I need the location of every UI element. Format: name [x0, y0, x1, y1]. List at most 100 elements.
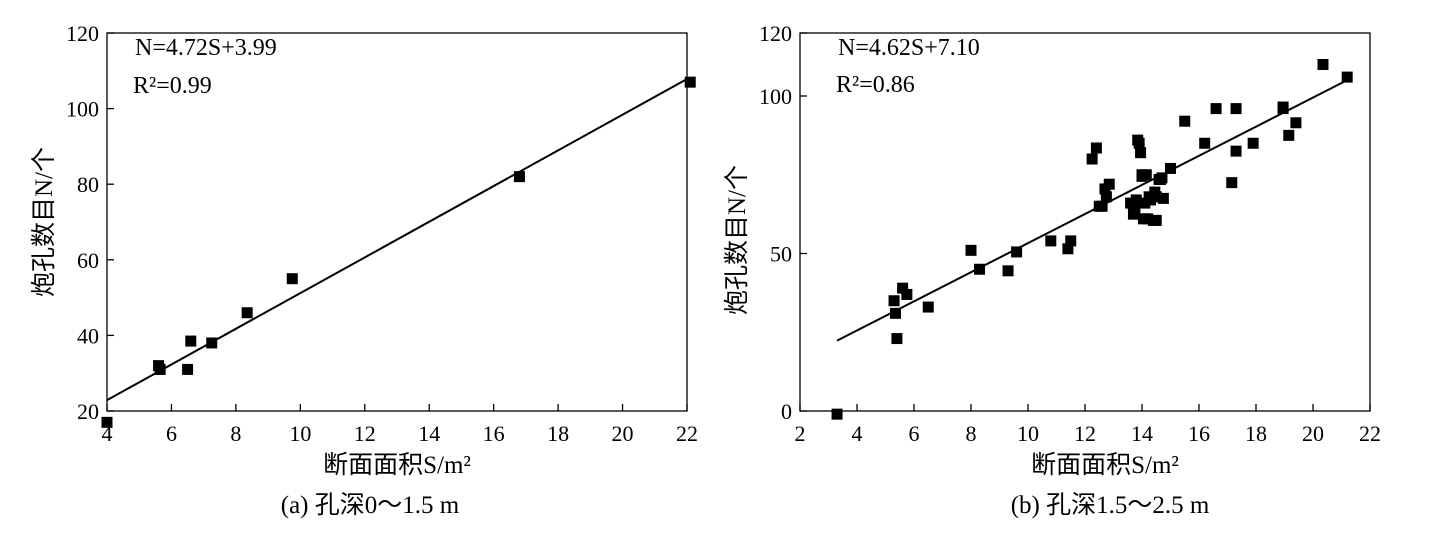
data-point	[1103, 178, 1115, 190]
plot-frame-a	[106, 32, 688, 412]
data-point	[1062, 243, 1074, 255]
data-point	[1065, 235, 1077, 247]
data-point	[897, 282, 909, 294]
x-tick-label: 4	[852, 421, 863, 446]
data-point	[1133, 137, 1145, 149]
data-point	[1011, 246, 1023, 258]
caption-b: (b) 孔深1.5～2.5 m	[1011, 491, 1210, 519]
points-b	[831, 59, 1353, 420]
data-point	[1129, 203, 1141, 215]
caption-a: (a) 孔深0～1.5 m	[281, 491, 460, 519]
x-tick-label: 8	[966, 421, 977, 446]
y-tick-label: 100	[759, 84, 792, 109]
data-point	[154, 363, 166, 375]
data-point	[974, 263, 986, 275]
data-point	[1165, 162, 1176, 174]
x-tick-label: 2	[795, 421, 806, 446]
data-point	[1140, 169, 1152, 181]
x-tick-label: 6	[166, 421, 177, 446]
x-tick-label: 12	[1074, 421, 1096, 446]
data-point	[1135, 147, 1147, 159]
data-point	[965, 244, 977, 256]
data-point	[1142, 213, 1154, 225]
y-tick-label: 100	[66, 97, 99, 122]
data-point	[891, 333, 903, 345]
data-point	[1157, 192, 1169, 204]
y-tick-label: 40	[77, 323, 99, 348]
fit-line-a	[106, 78, 688, 402]
y-ticks-a: 20 40 60 80 100 120	[66, 21, 114, 424]
equation-b: N=4.62S+7.10	[838, 35, 980, 61]
x-tick-label: 10	[289, 421, 311, 446]
data-point	[1283, 129, 1295, 141]
data-point	[1125, 197, 1137, 209]
data-point	[1230, 103, 1242, 115]
data-point	[1045, 235, 1057, 247]
data-point	[901, 288, 913, 300]
data-point	[1210, 103, 1222, 115]
x-tick-label: 18	[1245, 421, 1267, 446]
y-tick-label: 20	[77, 399, 99, 424]
data-point	[1150, 191, 1162, 203]
data-point	[206, 337, 218, 349]
panel-a: 4 6 8 10 12 14 16 18 20 22 20 40 60 80 100 120 N=4.72S…	[30, 21, 698, 519]
data-point	[831, 408, 843, 420]
data-point	[241, 307, 253, 319]
x-tick-label: 16	[1188, 421, 1210, 446]
equation-a: N=4.72S+3.99	[135, 35, 277, 61]
y-tick-label: 120	[759, 21, 792, 46]
y-ticks-b: 0 50 100 120	[759, 21, 807, 424]
x-ticks-b: 2 4 6 8 10 12 14 16 18 20 22	[795, 404, 1381, 446]
r2-a: R²=0.99	[133, 73, 212, 99]
data-point	[1145, 194, 1157, 206]
y-tick-label: 60	[77, 248, 99, 273]
data-point	[182, 363, 194, 375]
data-point	[513, 171, 525, 183]
data-point	[1096, 200, 1108, 212]
x-tick-label: 14	[1131, 421, 1153, 446]
data-point	[1341, 71, 1353, 83]
y-tick-label: 80	[77, 172, 99, 197]
data-point	[1247, 137, 1259, 149]
y-axis-label-a: 炮孔数目N/个	[30, 147, 58, 297]
x-tick-label: 4	[102, 421, 113, 446]
data-point	[1130, 194, 1142, 206]
x-tick-label: 14	[418, 421, 440, 446]
data-point	[1290, 117, 1302, 129]
y-tick-label: 50	[770, 242, 792, 267]
data-point	[1226, 177, 1238, 189]
panel-b: 2 4 6 8 10 12 14 16 18 20 22 0 50 100 120 N=4.62S+7.1…	[723, 21, 1381, 519]
x-tick-label: 12	[354, 421, 376, 446]
points-a	[101, 76, 696, 428]
data-point	[1230, 145, 1242, 157]
x-tick-label: 22	[1359, 421, 1381, 446]
x-ticks-a: 4 6 8 10 12 14 16 18 20 22	[102, 404, 698, 446]
data-point	[185, 335, 197, 347]
x-tick-label: 16	[483, 421, 505, 446]
data-point	[1156, 172, 1168, 184]
data-point	[1100, 191, 1112, 203]
data-point	[286, 273, 298, 285]
data-point	[1150, 214, 1162, 226]
x-tick-label: 22	[676, 421, 698, 446]
x-tick-label: 20	[612, 421, 634, 446]
x-tick-label: 10	[1017, 421, 1039, 446]
data-point	[1002, 265, 1014, 277]
y-tick-label: 0	[781, 399, 792, 424]
data-point	[1090, 142, 1102, 154]
data-point	[1199, 137, 1211, 149]
x-axis-label-b: 断面面积S/m²	[1031, 451, 1179, 479]
data-point	[1317, 59, 1329, 70]
data-point	[684, 76, 696, 88]
data-point	[1277, 101, 1289, 113]
data-point	[922, 301, 934, 313]
data-point	[889, 307, 901, 319]
x-tick-label: 6	[909, 421, 920, 446]
x-tick-label: 20	[1302, 421, 1324, 446]
fit-line-b	[836, 79, 1348, 342]
data-point	[1086, 153, 1098, 165]
x-axis-label-a: 断面面积S/m²	[323, 451, 471, 479]
data-point	[101, 416, 113, 428]
x-tick-label: 8	[230, 421, 241, 446]
